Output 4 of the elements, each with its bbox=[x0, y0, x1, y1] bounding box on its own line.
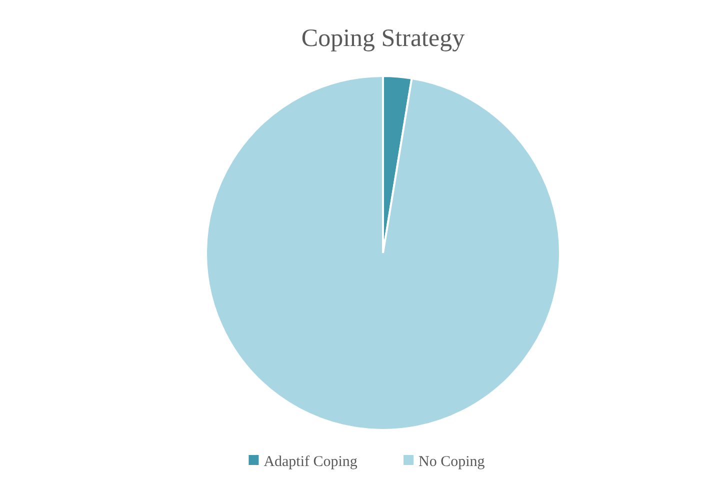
legend-label: Adaptif Coping bbox=[264, 454, 358, 470]
pie-slice bbox=[205, 75, 561, 431]
chart-title: Coping Strategy bbox=[301, 25, 466, 52]
legend-label: No Coping bbox=[418, 454, 486, 470]
